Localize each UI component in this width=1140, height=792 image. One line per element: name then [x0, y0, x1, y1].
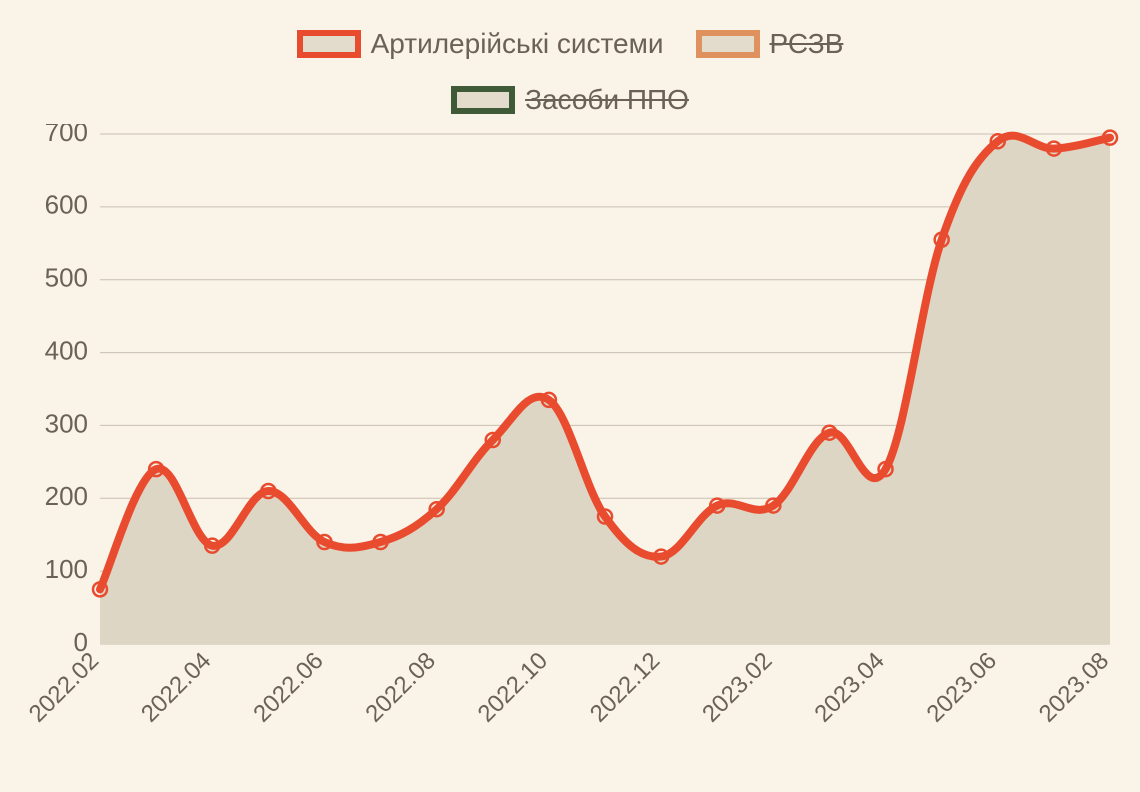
legend: Артилерійські системи РСЗВ Засоби ППО	[0, 0, 1140, 124]
legend-item-artillery[interactable]: Артилерійські системи	[297, 28, 664, 60]
x-tick-label: 2022.10	[473, 647, 553, 727]
svg-text:600: 600	[45, 190, 88, 220]
chart: 01002003004005006007002022.022022.042022…	[20, 124, 1120, 784]
x-tick-label: 2022.02	[24, 647, 104, 727]
legend-swatch-icon	[696, 30, 760, 58]
legend-item-airdefense[interactable]: Засоби ППО	[0, 84, 1140, 116]
legend-swatch-icon	[297, 30, 361, 58]
svg-text:200: 200	[45, 481, 88, 511]
chart-svg: 01002003004005006007002022.022022.042022…	[20, 124, 1120, 784]
x-tick-label: 2022.06	[248, 647, 328, 727]
x-tick-label: 2022.08	[360, 647, 440, 727]
svg-text:700: 700	[45, 124, 88, 147]
x-tick-label: 2023.02	[697, 647, 777, 727]
svg-text:400: 400	[45, 335, 88, 365]
legend-label: Засоби ППО	[525, 84, 689, 116]
legend-swatch-icon	[451, 86, 515, 114]
svg-text:100: 100	[45, 554, 88, 584]
legend-label: Артилерійські системи	[371, 28, 664, 60]
x-tick-label: 2022.04	[136, 647, 216, 727]
svg-text:300: 300	[45, 408, 88, 438]
x-tick-label: 2023.04	[809, 647, 889, 727]
x-tick-label: 2023.06	[922, 647, 1002, 727]
legend-item-mlrs[interactable]: РСЗВ	[696, 28, 844, 60]
x-tick-label: 2023.08	[1034, 647, 1114, 727]
x-tick-label: 2022.12	[585, 647, 665, 727]
series-area	[100, 136, 1110, 644]
legend-label: РСЗВ	[770, 28, 844, 60]
svg-text:500: 500	[45, 263, 88, 293]
